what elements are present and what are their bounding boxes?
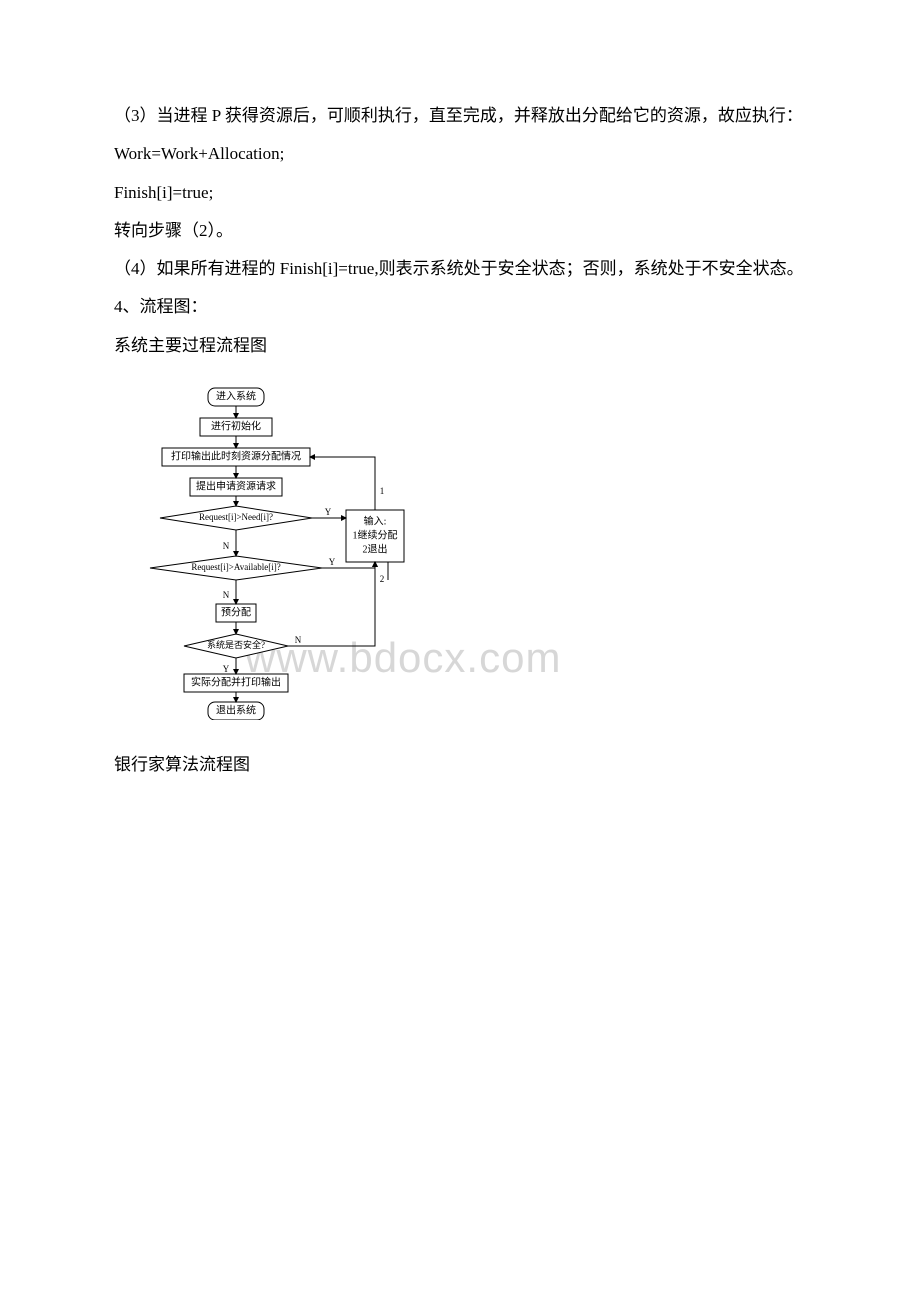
svg-text:1继续分配: 1继续分配 [353, 528, 398, 541]
svg-text:Request[i]>Available[i]?: Request[i]>Available[i]? [191, 562, 280, 572]
flowchart-svg: 进入系统进行初始化打印输出此时刻资源分配情况提出申请资源请求 Request[i]… [130, 380, 430, 720]
svg-text:N: N [223, 541, 230, 551]
svg-text:退出系统: 退出系统 [216, 703, 256, 716]
svg-text:Y: Y [223, 664, 230, 674]
svg-text:2: 2 [380, 574, 385, 584]
svg-text:进入系统: 进入系统 [216, 389, 256, 402]
flowchart-container: 进入系统进行初始化打印输出此时刻资源分配情况提出申请资源请求 Request[i]… [130, 380, 840, 731]
code-line-finish: Finish[i]=true; [80, 177, 840, 209]
svg-text:输入:: 输入: [364, 514, 387, 527]
flowchart-title-main: 系统主要过程流程图 [80, 330, 840, 362]
svg-text:提出申请资源请求: 提出申请资源请求 [196, 479, 276, 492]
svg-text:实际分配并打印输出: 实际分配并打印输出 [191, 675, 281, 688]
code-line-work: Work=Work+Allocation; [80, 138, 840, 170]
svg-text:打印输出此时刻资源分配情况: 打印输出此时刻资源分配情况 [171, 449, 301, 462]
svg-text:进行初始化: 进行初始化 [211, 419, 261, 432]
svg-text:Y: Y [325, 507, 332, 517]
svg-text:系统是否安全?: 系统是否安全? [207, 639, 265, 650]
paragraph-step4: （4）如果所有进程的 Finish[i]=true,则表示系统处于安全状态；否则… [80, 253, 840, 285]
svg-text:N: N [295, 635, 302, 645]
svg-text:N: N [223, 590, 230, 600]
flowchart-title-banker: 银行家算法流程图 [80, 749, 840, 781]
svg-text:预分配: 预分配 [221, 606, 251, 618]
svg-text:Request[i]>Need[i]?: Request[i]>Need[i]? [199, 512, 273, 522]
svg-text:2退出: 2退出 [363, 542, 388, 555]
paragraph-step3: （3）当进程 P 获得资源后，可顺利执行，直至完成，并释放出分配给它的资源，故应… [80, 100, 840, 132]
svg-text:Y: Y [329, 557, 336, 567]
section-heading-flowchart: 4、流程图： [80, 291, 840, 323]
svg-text:1: 1 [380, 486, 385, 496]
paragraph-goto-step2: 转向步骤（2）。 [80, 215, 840, 247]
